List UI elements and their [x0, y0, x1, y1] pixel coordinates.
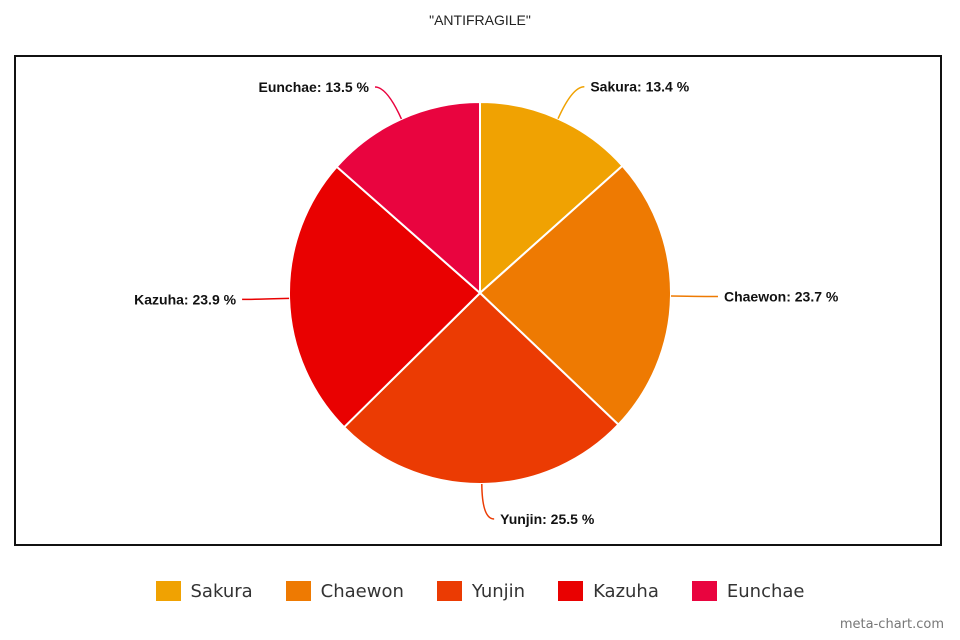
legend-swatch — [558, 581, 584, 601]
slice-label-yunjin: Yunjin: 25.5 % — [500, 511, 595, 527]
legend-item-sakura: Sakura — [155, 580, 253, 602]
leader-line-eunchae — [374, 86, 403, 120]
legend-item-kazuha: Kazuha — [558, 581, 659, 602]
legend-label: Sakura — [190, 580, 253, 602]
leader-line-kazuha — [242, 297, 290, 301]
watermark: meta-chart.com — [839, 617, 944, 632]
slice-label-sakura: Sakura: 13.4 % — [590, 79, 689, 95]
chart-title: "ANTIFRAGILE" — [429, 12, 531, 28]
leader-line-sakura — [557, 85, 585, 119]
pie-slice-yunjin — [342, 291, 620, 485]
plot-area-frame — [14, 55, 942, 546]
slice-label-kazuha: Kazuha: 23.9 % — [134, 291, 236, 307]
legend-label: Yunjin — [471, 580, 526, 602]
legend: Sakura Chaewon Yunjin Kazuha Eunchae — [0, 577, 960, 605]
legend-label: Eunchae — [726, 580, 805, 602]
pie-slice-sakura — [479, 100, 624, 296]
pie-slice-kazuha — [288, 165, 482, 429]
legend-item-chaewon: Chaewon — [285, 580, 404, 602]
legend-item-yunjin: Yunjin — [436, 580, 526, 602]
legend-label: Chaewon — [320, 580, 404, 602]
legend-swatch — [691, 581, 717, 601]
slice-label-eunchae: Eunchae: 13.5 % — [258, 79, 369, 95]
legend-item-eunchae: Eunchae — [691, 580, 805, 602]
legend-swatch — [155, 581, 181, 601]
pie-slice-eunchae — [335, 100, 481, 296]
legend-swatch — [285, 581, 311, 601]
leader-line-yunjin — [481, 483, 495, 520]
legend-label: Kazuha — [593, 580, 659, 602]
slice-label-chaewon: Chaewon: 23.7 % — [724, 289, 839, 305]
legend-swatch — [436, 581, 462, 601]
leader-line-chaewon — [670, 295, 718, 298]
pie-slice-chaewon — [478, 164, 672, 427]
